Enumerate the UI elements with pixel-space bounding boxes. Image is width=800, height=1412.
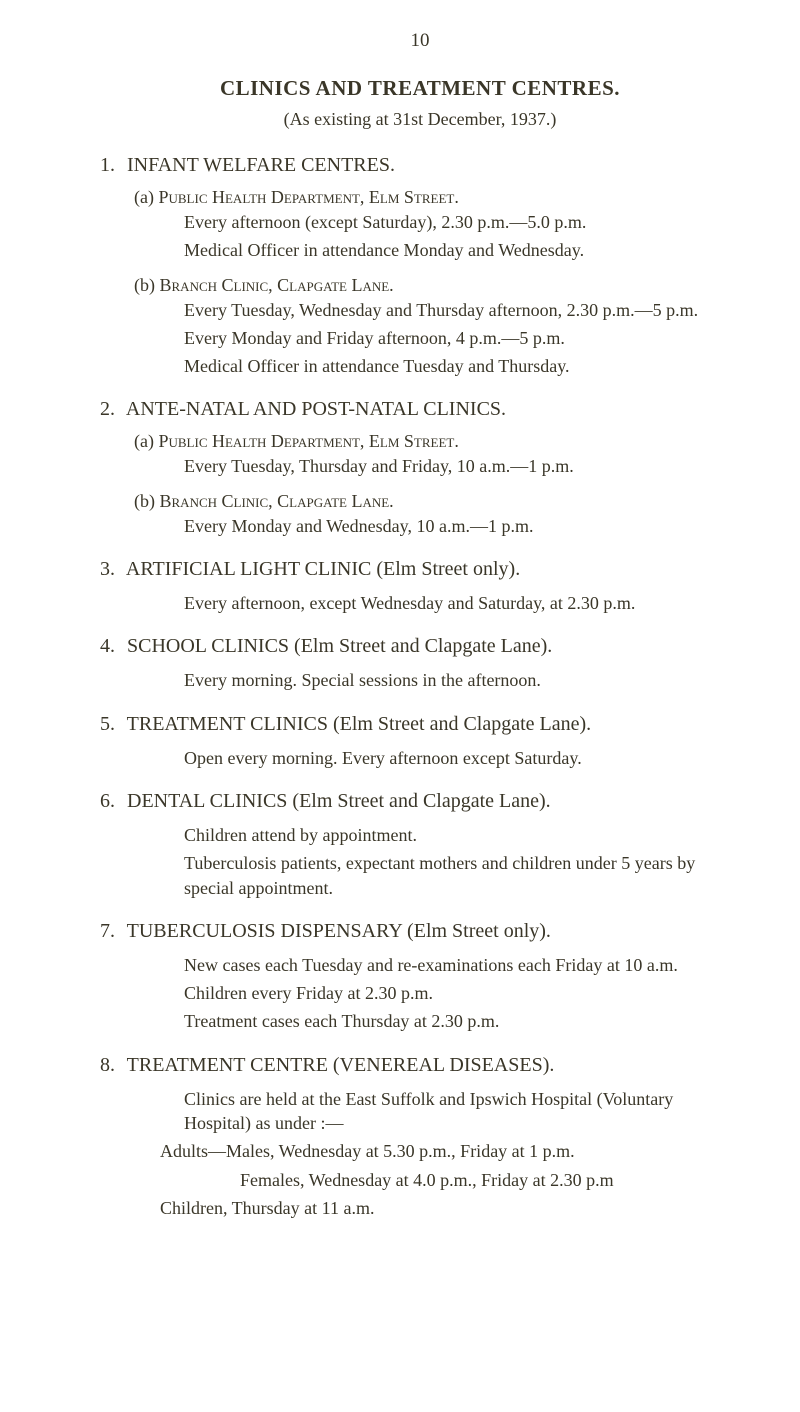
section-heading: 2. ANTE-NATAL AND POST-NATAL CLINICS. xyxy=(100,398,740,421)
section-number: 8. xyxy=(100,1054,122,1077)
subsection-1a: (a) Public Health Department, Elm Street… xyxy=(134,187,740,263)
section-number: 3. xyxy=(100,558,122,581)
body-line: Every afternoon (except Saturday), 2.30 … xyxy=(184,210,740,234)
body-line: Children attend by appointment. xyxy=(184,823,740,847)
subsection-label: (a) Public Health Department, Elm Street… xyxy=(134,431,740,452)
main-title: CLINICS AND TREATMENT CENTRES. xyxy=(100,76,740,101)
subsection-label: (b) Branch Clinic, Clapgate Lane. xyxy=(134,275,740,296)
subsection-title: Branch Clinic, Clapgate Lane. xyxy=(160,491,394,511)
section-number: 2. xyxy=(100,398,122,421)
subsection-title: Branch Clinic, Clapgate Lane. xyxy=(160,275,394,295)
section-title: INFANT WELFARE CENTRES. xyxy=(127,154,395,176)
body-line: Tuberculosis patients, expectant mothers… xyxy=(184,851,740,900)
section-title: TUBERCULOSIS DISPENSARY (Elm Street only… xyxy=(127,920,551,942)
body-line: Children every Friday at 2.30 p.m. xyxy=(184,981,740,1005)
section-number: 4. xyxy=(100,635,122,658)
body-line: Adults—Males, Wednesday at 5.30 p.m., Fr… xyxy=(160,1139,740,1163)
section-4: 4. SCHOOL CLINICS (Elm Street and Clapga… xyxy=(100,635,740,692)
subtitle: (As existing at 31st December, 1937.) xyxy=(100,109,740,130)
subsection-title: Public Health Department, Elm Street. xyxy=(158,187,458,207)
body-line: Every afternoon, except Wednesday and Sa… xyxy=(184,591,740,615)
subsection-label: (a) Public Health Department, Elm Street… xyxy=(134,187,740,208)
section-number: 6. xyxy=(100,790,122,813)
section-heading: 6. DENTAL CLINICS (Elm Street and Clapga… xyxy=(100,790,740,813)
section-heading: 8. TREATMENT CENTRE (VENEREAL DISEASES). xyxy=(100,1054,740,1077)
section-title: TREATMENT CENTRE (VENEREAL DISEASES). xyxy=(127,1054,555,1076)
body-line: Clinics are held at the East Suffolk and… xyxy=(184,1087,740,1136)
body-line: New cases each Tuesday and re-examinatio… xyxy=(184,953,740,977)
section-title: DENTAL CLINICS (Elm Street and Clapgate … xyxy=(127,790,551,812)
section-6: 6. DENTAL CLINICS (Elm Street and Clapga… xyxy=(100,790,740,900)
section-8: 8. TREATMENT CENTRE (VENEREAL DISEASES).… xyxy=(100,1054,740,1220)
body-line: Open every morning. Every afternoon exce… xyxy=(184,746,740,770)
body-line: Every Monday and Wednesday, 10 a.m.—1 p.… xyxy=(184,514,740,538)
subsection-title: Public Health Department, Elm Street. xyxy=(158,431,458,451)
body-line: Females, Wednesday at 4.0 p.m., Friday a… xyxy=(240,1168,740,1192)
section-2: 2. ANTE-NATAL AND POST-NATAL CLINICS. (a… xyxy=(100,398,740,538)
body-line: Every Tuesday, Wednesday and Thursday af… xyxy=(184,298,740,322)
section-title: ANTE-NATAL AND POST-NATAL CLINICS. xyxy=(126,398,506,420)
section-3: 3. ARTIFICIAL LIGHT CLINIC (Elm Street o… xyxy=(100,558,740,615)
section-1: 1. INFANT WELFARE CENTRES. (a) Public He… xyxy=(100,154,740,378)
body-line: Every morning. Special sessions in the a… xyxy=(184,668,740,692)
body-line: Medical Officer in attendance Tuesday an… xyxy=(184,354,740,378)
section-5: 5. TREATMENT CLINICS (Elm Street and Cla… xyxy=(100,713,740,770)
subsection-label: (b) Branch Clinic, Clapgate Lane. xyxy=(134,491,740,512)
body-line: Treatment cases each Thursday at 2.30 p.… xyxy=(184,1009,740,1033)
document-page: 10 CLINICS AND TREATMENT CENTRES. (As ex… xyxy=(0,0,800,1300)
subsection-1b: (b) Branch Clinic, Clapgate Lane. Every … xyxy=(134,275,740,379)
section-number: 1. xyxy=(100,154,122,177)
section-7: 7. TUBERCULOSIS DISPENSARY (Elm Street o… xyxy=(100,920,740,1034)
section-title: SCHOOL CLINICS (Elm Street and Clapgate … xyxy=(127,635,552,657)
section-number: 5. xyxy=(100,713,122,736)
section-title: ARTIFICIAL LIGHT CLINIC (Elm Street only… xyxy=(126,558,520,580)
section-heading: 5. TREATMENT CLINICS (Elm Street and Cla… xyxy=(100,713,740,736)
section-number: 7. xyxy=(100,920,122,943)
body-line: Children, Thursday at 11 a.m. xyxy=(160,1196,740,1220)
section-title: TREATMENT CLINICS (Elm Street and Clapga… xyxy=(127,713,592,735)
section-heading: 7. TUBERCULOSIS DISPENSARY (Elm Street o… xyxy=(100,920,740,943)
section-heading: 3. ARTIFICIAL LIGHT CLINIC (Elm Street o… xyxy=(100,558,740,581)
body-line: Medical Officer in attendance Monday and… xyxy=(184,238,740,262)
section-heading: 4. SCHOOL CLINICS (Elm Street and Clapga… xyxy=(100,635,740,658)
subsection-2a: (a) Public Health Department, Elm Street… xyxy=(134,431,740,478)
body-line: Every Tuesday, Thursday and Friday, 10 a… xyxy=(184,454,740,478)
body-line: Every Monday and Friday afternoon, 4 p.m… xyxy=(184,326,740,350)
page-number: 10 xyxy=(100,30,740,52)
section-heading: 1. INFANT WELFARE CENTRES. xyxy=(100,154,740,177)
subsection-2b: (b) Branch Clinic, Clapgate Lane. Every … xyxy=(134,491,740,538)
